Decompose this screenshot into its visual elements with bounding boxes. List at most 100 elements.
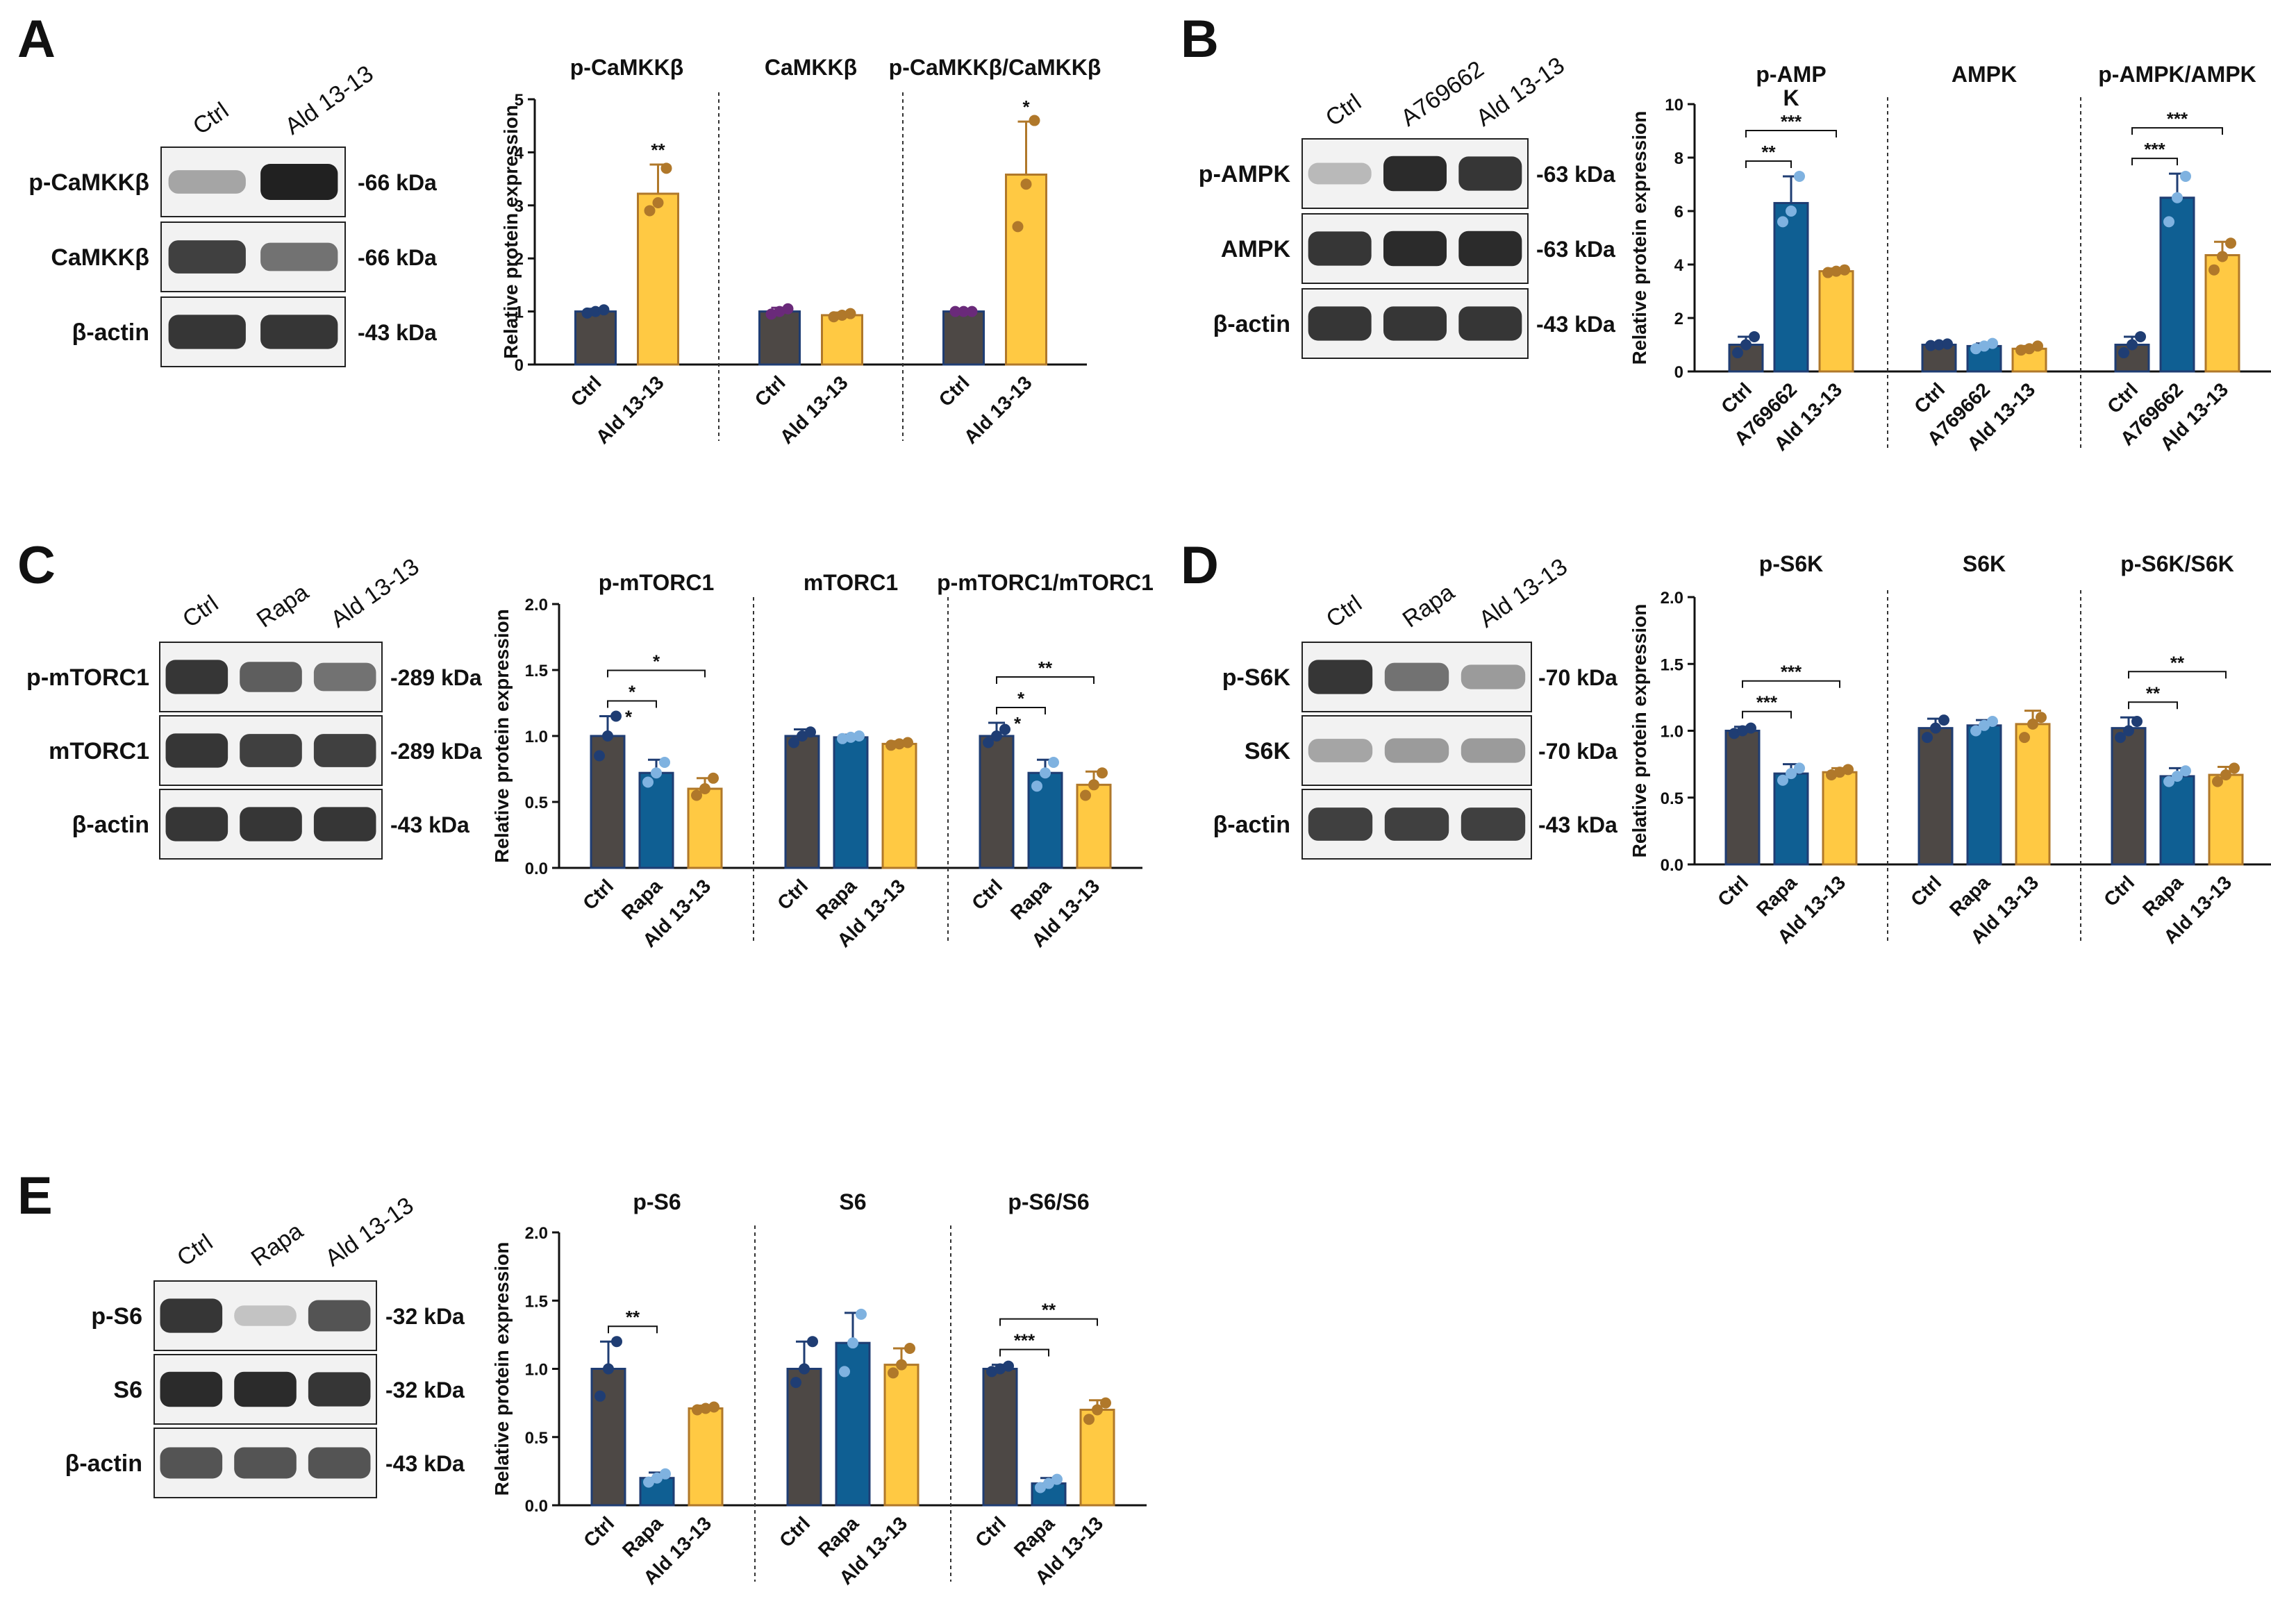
data-point (1942, 338, 1953, 350)
blot-band (1308, 306, 1372, 341)
data-point (774, 305, 785, 317)
significance-bracket (1745, 129, 1837, 137)
data-point (2180, 765, 2191, 777)
y-tick-label: 8 (1674, 149, 1683, 168)
data-point (1794, 170, 1805, 182)
blot-band (1384, 738, 1449, 763)
data-point (845, 308, 856, 319)
protein-label: CaMKKβ (51, 244, 149, 271)
data-point (854, 730, 865, 742)
data-point (1786, 768, 1797, 780)
blot-band (1458, 306, 1522, 341)
group-title-line: AMPK (1952, 62, 2017, 87)
western-blot: Ctrl Rapa Ald 13-13 p-S6K -70 kDa S6K -70 kDa β… (1213, 553, 1617, 860)
data-point (590, 305, 601, 317)
significance-label: * (1014, 713, 1022, 734)
data-point (2131, 716, 2143, 728)
panel-label: D (1181, 536, 1219, 595)
lane-label: Ald 13-13 (1474, 553, 1572, 633)
lane-label: Ald 13-13 (281, 60, 378, 140)
group-title-line: p-AMP (1756, 62, 1826, 87)
x-category-label: Ald 13-13 (592, 371, 668, 448)
data-point (2027, 718, 2038, 730)
data-point (847, 1337, 858, 1349)
data-point (660, 162, 672, 174)
group-title: p-CaMKKβ/CaMKKβ (889, 55, 1101, 80)
data-point (966, 305, 978, 317)
bar-chart: 0.0 0.5 1.0 1.5 2.0 Relative protein expressi… (491, 570, 1154, 951)
significance-bracket (607, 669, 706, 678)
data-point (1933, 339, 1945, 351)
y-tick-label: 4 (515, 144, 524, 162)
blot-band (260, 164, 338, 200)
blot-band (1308, 739, 1373, 762)
group-title-line: p-S6/S6 (1008, 1189, 1089, 1214)
kda-label: -66 kDa (358, 245, 437, 270)
group-title: S6K (1963, 551, 2006, 576)
panel-label: E (17, 1166, 53, 1225)
data-point (1048, 757, 1059, 768)
data-point (1029, 115, 1040, 126)
data-point (1003, 1360, 1014, 1372)
y-tick-label: 1.0 (1661, 723, 1683, 742)
group-title-line: mTORC1 (804, 570, 898, 595)
data-point (1012, 221, 1024, 233)
x-category-label: Ctrl (2103, 378, 2142, 417)
kda-label: -43 kDa (385, 1451, 465, 1476)
data-point (805, 726, 816, 738)
bar (821, 314, 863, 366)
y-tick-label: 1.5 (1661, 655, 1683, 674)
data-point (1922, 732, 1933, 744)
group-title-line: p-S6K (1759, 551, 1823, 576)
significance-label: *** (2144, 139, 2165, 160)
data-point (603, 1363, 614, 1375)
protein-label: p-CaMKKβ (28, 169, 149, 196)
bar (881, 742, 917, 869)
data-point (699, 783, 710, 794)
significance-bracket (1745, 160, 1792, 168)
blot-band (160, 1298, 223, 1333)
data-point (837, 733, 848, 744)
kda-label: -63 kDa (1536, 237, 1615, 262)
data-point (1930, 722, 1941, 734)
western-blot: Ctrl Rapa Ald 13-13 p-S6 -32 kDa S6 -32 kDa β-a… (65, 1192, 465, 1498)
lane-label: Ald 13-13 (1472, 52, 1570, 132)
protein-label: β-actin (72, 319, 149, 346)
data-point (700, 1403, 711, 1414)
y-axis-label: Relative protein expression (1629, 111, 1650, 365)
y-tick-label: 2.0 (1661, 589, 1683, 608)
data-point (2208, 264, 2220, 276)
data-point (594, 1390, 606, 1402)
data-point (1745, 722, 1756, 734)
x-category-label: Ctrl (1713, 871, 1752, 910)
lane-label: Ctrl (172, 1229, 217, 1271)
data-point (1031, 780, 1042, 792)
bar (688, 1407, 724, 1507)
data-point (652, 196, 664, 208)
data-point (1100, 1397, 1111, 1409)
bar-chart: 0.0 0.5 1.0 1.5 2.0 Relative protein expressi… (491, 1189, 1147, 1589)
blot-band (240, 734, 302, 767)
y-tick-label: 2 (1674, 310, 1683, 328)
data-point (2118, 347, 2129, 359)
panel-label: C (17, 536, 56, 595)
significance-bracket (1742, 710, 1792, 719)
blot-band (1384, 662, 1449, 692)
group-title-line: S6 (839, 1189, 866, 1214)
data-point (1831, 265, 1842, 277)
x-category-label: Ctrl (579, 1512, 618, 1551)
data-point (2123, 725, 2134, 737)
kda-label: -43 kDa (390, 812, 469, 837)
significance-label: * (629, 682, 636, 703)
bar (1076, 783, 1112, 869)
group-title: p-AMP K (1756, 62, 1826, 110)
blot-band (168, 315, 246, 349)
lane-label: Ctrl (188, 97, 233, 140)
group-title: p-mTORC1/mTORC1 (937, 570, 1154, 595)
blot-band (240, 662, 302, 692)
